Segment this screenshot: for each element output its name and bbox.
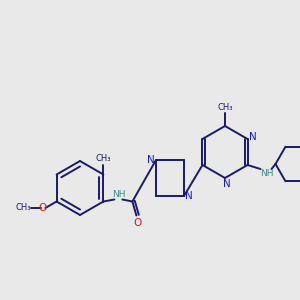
Text: N: N bbox=[249, 132, 256, 142]
Text: N: N bbox=[185, 191, 193, 201]
Text: CH₃: CH₃ bbox=[16, 203, 31, 212]
Text: CH₃: CH₃ bbox=[96, 154, 111, 163]
Text: O: O bbox=[38, 203, 46, 213]
Text: CH₃: CH₃ bbox=[217, 103, 233, 112]
Text: O: O bbox=[133, 218, 142, 227]
Text: NH: NH bbox=[112, 190, 125, 199]
Text: N: N bbox=[223, 179, 231, 189]
Text: NH: NH bbox=[260, 169, 273, 178]
Text: N: N bbox=[147, 155, 155, 165]
